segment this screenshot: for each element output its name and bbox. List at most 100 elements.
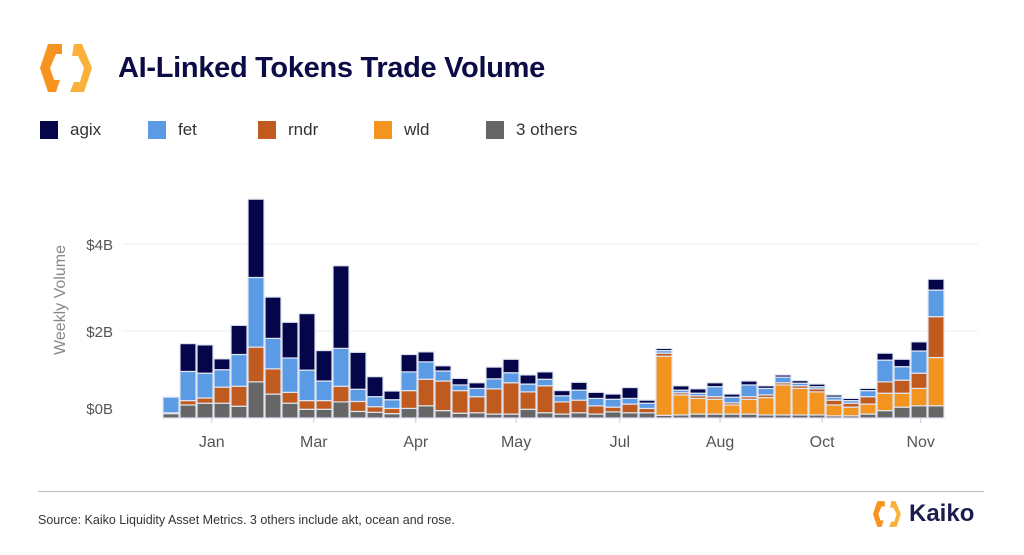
bar-segment-3-others: [451, 412, 469, 419]
legend-label: 3 others: [516, 120, 578, 139]
legend-item-wld[interactable]: wld: [374, 120, 486, 140]
bar-segment-agix: [519, 374, 537, 385]
week-bar[interactable]: [281, 321, 299, 419]
bar-segment-fet: [451, 384, 469, 392]
bar-segment-fet: [400, 371, 418, 392]
bar-segment-wld: [927, 356, 945, 407]
week-bar[interactable]: [213, 358, 231, 419]
bar-segment-rndr: [383, 407, 401, 415]
legend-swatch: [486, 121, 504, 139]
week-bar[interactable]: [655, 347, 673, 419]
week-bar[interactable]: [468, 382, 486, 419]
bar-segment-rndr: [400, 389, 418, 410]
bar-segment-rndr: [468, 396, 486, 414]
week-bar[interactable]: [638, 399, 656, 419]
bar-segment-agix: [621, 386, 639, 400]
legend-item-3-others[interactable]: 3 others: [486, 120, 606, 140]
y-axis-label: Weekly Volume: [52, 245, 69, 355]
week-bar[interactable]: [842, 397, 860, 419]
bar-segment-agix: [570, 381, 588, 391]
week-bar[interactable]: [825, 394, 843, 419]
week-bar[interactable]: [723, 393, 741, 419]
week-bar[interactable]: [366, 376, 384, 419]
bar-segment-3-others: [434, 410, 452, 419]
week-bar[interactable]: [502, 358, 520, 419]
bar-segment-fet: [383, 399, 401, 410]
week-bar[interactable]: [179, 343, 197, 419]
week-bar[interactable]: [876, 352, 894, 419]
bar-segment-3-others: [162, 413, 180, 419]
bar-segment-3-others: [281, 402, 299, 419]
bar-segment-fet: [298, 369, 316, 402]
bar-segment-fet: [213, 369, 231, 388]
bar-segment-fet: [315, 380, 333, 402]
bar-segment-rndr: [179, 400, 197, 406]
bar-segment-wld: [893, 392, 911, 408]
week-bar[interactable]: [196, 344, 214, 419]
week-bar[interactable]: [859, 387, 877, 419]
week-bar[interactable]: [791, 379, 809, 419]
bar-segment-agix: [485, 366, 503, 380]
bar-segment-rndr: [264, 368, 282, 395]
bar-segment-3-others: [519, 408, 537, 419]
bar-segment-agix: [825, 394, 843, 398]
week-bar[interactable]: [621, 386, 639, 419]
bar-segment-wld: [808, 391, 826, 416]
legend-item-rndr[interactable]: rndr: [258, 120, 374, 140]
week-bar[interactable]: [604, 393, 622, 419]
legend-item-agix[interactable]: agix: [40, 120, 148, 140]
bar-segment-agix: [876, 352, 894, 361]
week-bar[interactable]: [774, 374, 792, 419]
week-bar[interactable]: [927, 278, 945, 419]
week-bar[interactable]: [162, 396, 180, 419]
legend-label: agix: [70, 120, 102, 139]
week-bar[interactable]: [672, 385, 690, 419]
bar-segment-wld: [910, 387, 928, 407]
week-bar[interactable]: [434, 365, 452, 419]
legend-swatch: [374, 121, 392, 139]
week-bar[interactable]: [400, 353, 418, 419]
bar-segment-rndr: [434, 380, 452, 412]
week-bar[interactable]: [417, 351, 435, 419]
week-bar[interactable]: [247, 198, 265, 419]
bar-segment-agix: [315, 349, 333, 382]
x-tick-label: Apr: [403, 434, 429, 451]
week-bar[interactable]: [893, 358, 911, 419]
y-tick-label: $0B: [86, 401, 113, 418]
bar-segment-rndr: [213, 386, 231, 404]
legend-item-fet[interactable]: fet: [148, 120, 258, 140]
week-bar[interactable]: [536, 371, 554, 419]
kaiko-wordmark: Kaiko: [909, 500, 975, 527]
bar-segment-fet: [774, 376, 792, 384]
week-bar[interactable]: [451, 377, 469, 419]
bar-segment-fet: [468, 387, 486, 398]
week-bar[interactable]: [383, 390, 401, 419]
bar-segment-agix: [332, 265, 350, 350]
bar-segment-wld: [825, 404, 843, 417]
bar-segment-agix: [655, 347, 673, 352]
week-bar[interactable]: [587, 391, 605, 419]
week-bar[interactable]: [298, 313, 316, 419]
week-bar[interactable]: [689, 388, 707, 419]
week-bar[interactable]: [706, 382, 724, 419]
bar-segment-wld: [672, 394, 690, 416]
week-bar[interactable]: [315, 349, 333, 419]
week-bar[interactable]: [332, 265, 350, 419]
week-bar[interactable]: [519, 374, 537, 419]
week-bar[interactable]: [230, 324, 248, 419]
week-bar[interactable]: [349, 351, 367, 419]
week-bar[interactable]: [740, 380, 758, 419]
bar-segment-fet: [434, 370, 452, 382]
bar-segment-agix: [536, 371, 554, 380]
week-bar[interactable]: [808, 383, 826, 419]
week-bar[interactable]: [264, 296, 282, 419]
week-bar[interactable]: [910, 341, 928, 419]
bar-segment-agix: [553, 389, 571, 397]
bar-segment-3-others: [604, 411, 622, 419]
week-bar[interactable]: [757, 385, 775, 419]
week-bar[interactable]: [485, 366, 503, 419]
week-bar[interactable]: [553, 389, 571, 419]
bar-segment-fet: [893, 366, 911, 381]
bar-segment-3-others: [910, 405, 928, 419]
week-bar[interactable]: [570, 381, 588, 419]
